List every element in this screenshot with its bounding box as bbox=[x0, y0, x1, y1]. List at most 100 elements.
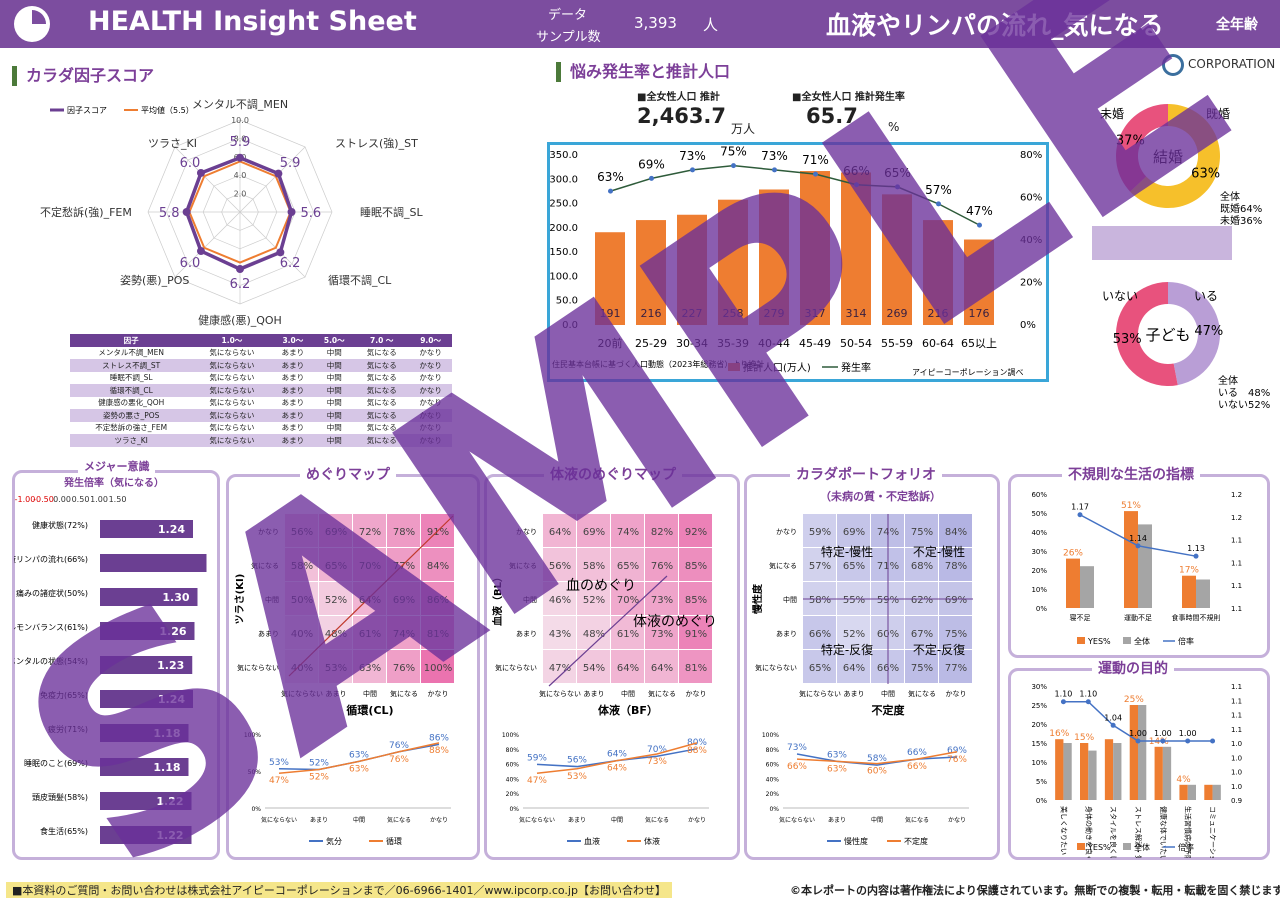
y-tick: 20% bbox=[1031, 721, 1047, 729]
factor-table-row: メンタル不調_MEN 気にならない あまり 中間 気になる かなり bbox=[70, 346, 452, 359]
heat-value: 85% bbox=[685, 561, 707, 572]
legend-label: 全体 bbox=[1134, 636, 1150, 646]
trend-line bbox=[536, 742, 698, 774]
radar-chart: 10.08.06.04.02.05.95.95.66.26.26.05.86.0… bbox=[40, 97, 423, 327]
pie-logo-icon bbox=[14, 6, 50, 42]
legend-label: 血液 bbox=[584, 836, 600, 846]
rate-point bbox=[854, 182, 859, 188]
line-y-tick: 60% bbox=[506, 762, 520, 769]
header-bar bbox=[0, 0, 1280, 48]
trend-value: 76% bbox=[389, 741, 409, 751]
line-y-tick: 20% bbox=[506, 791, 520, 798]
heat-cell bbox=[319, 548, 352, 581]
major-bar bbox=[100, 724, 189, 742]
line-y-tick: 20% bbox=[766, 791, 780, 798]
heat-value: 76% bbox=[651, 561, 673, 572]
legend-swatch bbox=[1077, 843, 1085, 850]
x-tick: 55-59 bbox=[881, 337, 913, 350]
heat-value: 77% bbox=[393, 561, 415, 572]
heat-cell bbox=[421, 650, 454, 683]
donut-slice bbox=[1168, 282, 1220, 386]
category-label: 痛みの諸症状(50%) bbox=[16, 588, 88, 598]
radar-spoke bbox=[174, 211, 241, 278]
x-tick: -0.50 bbox=[33, 495, 54, 504]
trend-value: 66% bbox=[787, 762, 807, 772]
bar-label: 269 bbox=[887, 307, 908, 320]
heat-cell bbox=[645, 616, 678, 649]
radar-tick: 4.0 bbox=[234, 171, 247, 180]
factor-cell: 中間 bbox=[314, 384, 355, 397]
y-tick: 350.0 bbox=[550, 150, 578, 161]
ratio-point bbox=[1077, 512, 1083, 518]
portfolio-map: 59% 69% 74% 75% 84%57% 65% 71% 68% 78%58% 55% 59% 6… bbox=[751, 514, 973, 846]
radar-tick: 8.0 bbox=[234, 134, 247, 143]
heat-cell bbox=[939, 548, 972, 581]
heat-value: 73% bbox=[651, 629, 673, 640]
line-x-tick: 中間 bbox=[353, 816, 365, 824]
factor-cell: かなり bbox=[409, 434, 452, 447]
factor-cell: 中間 bbox=[314, 434, 355, 447]
ratio-value: 1.00 bbox=[1154, 729, 1172, 738]
bar-total bbox=[1138, 524, 1152, 608]
legend-label: 循環 bbox=[386, 836, 402, 846]
major-subtitle: 発生倍率（気になる） bbox=[64, 478, 164, 489]
bar-yes bbox=[1154, 746, 1163, 800]
yes-value: 51% bbox=[1121, 501, 1141, 511]
bar-total bbox=[1212, 784, 1221, 800]
rate-point bbox=[772, 167, 777, 173]
bar-population bbox=[923, 220, 953, 325]
heat-cell bbox=[679, 582, 712, 615]
heat-cell bbox=[543, 616, 576, 649]
y2-tick: 1.1 bbox=[1231, 582, 1242, 590]
factor-cell: ツラさ_KI bbox=[70, 434, 193, 447]
heat-value: 65% bbox=[843, 561, 865, 572]
radar-spoke bbox=[174, 146, 241, 213]
bar-total bbox=[1162, 746, 1172, 800]
bar-population bbox=[882, 194, 912, 325]
yes-value: 17% bbox=[1179, 566, 1199, 576]
rate-label: 65% bbox=[884, 166, 911, 180]
ratio-value: 1.00 bbox=[1129, 729, 1147, 738]
trend-value: 56% bbox=[567, 756, 587, 766]
ratio-value: 1.04 bbox=[1104, 713, 1122, 722]
rate-label: ■全女性人口 推計発生率 bbox=[792, 92, 905, 103]
rate-label: 73% bbox=[679, 149, 706, 163]
row-label: 中間 bbox=[265, 595, 279, 604]
rate-point bbox=[813, 171, 818, 177]
y2-tick: 0.9 bbox=[1231, 797, 1242, 805]
bar-total bbox=[1080, 566, 1094, 608]
factor-cell: あまり bbox=[271, 371, 315, 384]
major-chart: -1.00-0.500.000.501.001.50 健康状態(72%) 1.24 血… bbox=[14, 495, 207, 844]
factor-cell: 中間 bbox=[314, 396, 355, 409]
x-tick: 20前 bbox=[598, 336, 623, 350]
legend-swatch bbox=[1077, 637, 1085, 644]
heat-value: 91% bbox=[427, 527, 449, 538]
trend-value: 88% bbox=[687, 746, 707, 756]
rate-label: 47% bbox=[966, 204, 993, 218]
radar-value: 5.6 bbox=[300, 206, 321, 221]
major-value: 1.22 bbox=[156, 795, 183, 808]
x-tick: -1.00 bbox=[15, 495, 36, 504]
x-tick: 40-44 bbox=[758, 337, 790, 350]
rate-point bbox=[690, 167, 695, 173]
ratio-value: 1.13 bbox=[1187, 544, 1205, 553]
radar-avg-line bbox=[188, 160, 292, 264]
factor-header-cell: 5.0～ bbox=[314, 334, 355, 347]
heat-value: 54% bbox=[583, 663, 605, 674]
heat-cell bbox=[803, 548, 836, 581]
col-label: かなり bbox=[686, 690, 707, 698]
x-axis-label: 体液（BF） bbox=[598, 703, 658, 717]
heat-value: 70% bbox=[359, 561, 381, 572]
portfolio-subtitle: （未病の質・不定愁訴） bbox=[820, 490, 941, 503]
trend-line bbox=[278, 742, 440, 774]
bar-label: 216 bbox=[928, 307, 949, 320]
major-bar bbox=[100, 690, 193, 708]
rate-point bbox=[608, 188, 613, 194]
radar-tick: 2.0 bbox=[234, 190, 247, 199]
footer-contact[interactable]: ■本資料のご質問・お問い合わせは株式会社アイピーコーポレーションまで／06-69… bbox=[6, 882, 672, 898]
age-chart-frame bbox=[547, 142, 1049, 382]
heat-cell bbox=[577, 548, 610, 581]
row-label: かなり bbox=[776, 528, 797, 536]
y-tick: 0% bbox=[1036, 797, 1047, 805]
radar-point bbox=[287, 208, 296, 216]
